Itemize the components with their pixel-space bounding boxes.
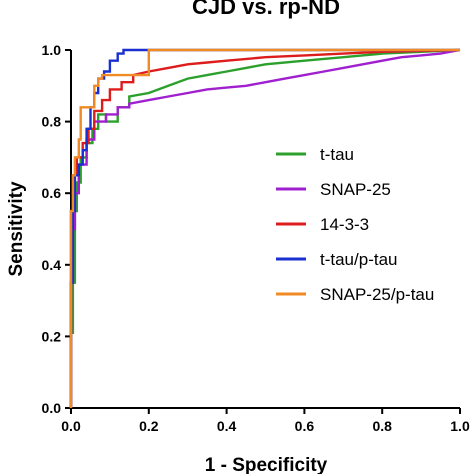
x-tick-label: 1.0 (450, 418, 470, 434)
x-tick-label: 0.6 (295, 418, 315, 434)
series-line-14-3-3 (69, 48, 461, 408)
x-tick-label: 0.2 (139, 418, 159, 434)
legend-label-14-3-3: 14-3-3 (320, 215, 369, 234)
y-tick-label: 0.8 (42, 114, 62, 130)
x-axis-label: 1 - Specificity (205, 455, 328, 474)
x-tick-label: 0.0 (61, 418, 81, 434)
x-tick-label: 0.8 (372, 418, 392, 434)
y-tick-label: 0.4 (42, 257, 62, 273)
y-tick-label: 0.2 (42, 328, 62, 344)
y-tick-label: 0.0 (42, 400, 62, 416)
legend-label-t-tau: t-tau (320, 145, 354, 164)
series-layer (69, 48, 461, 408)
legend: t-tau SNAP-25 14-3-3 t-tau/p-tau SNAP-25/p-t… (276, 145, 434, 304)
y-tick-label: 0.6 (42, 185, 62, 201)
axes: 0.0 0.2 0.4 0.6 0.8 1.0 0.0 0.2 0.4 0.6 0.8 1.0 (42, 42, 470, 434)
y-tick-label: 1.0 (42, 42, 62, 58)
legend-label-t-tau-p-tau: t-tau/p-tau (320, 250, 398, 269)
series-line-snap-25 (69, 48, 461, 408)
series-line-snap-25-p-tau (69, 48, 460, 408)
legend-label-snap-25: SNAP-25 (320, 180, 391, 199)
legend-label-snap-25-p-tau: SNAP-25/p-tau (320, 285, 434, 304)
x-tick-label: 0.4 (217, 418, 237, 434)
y-axis-label: Sensitivity (6, 181, 27, 276)
chart-title: CJD vs. rp-ND (192, 0, 340, 19)
